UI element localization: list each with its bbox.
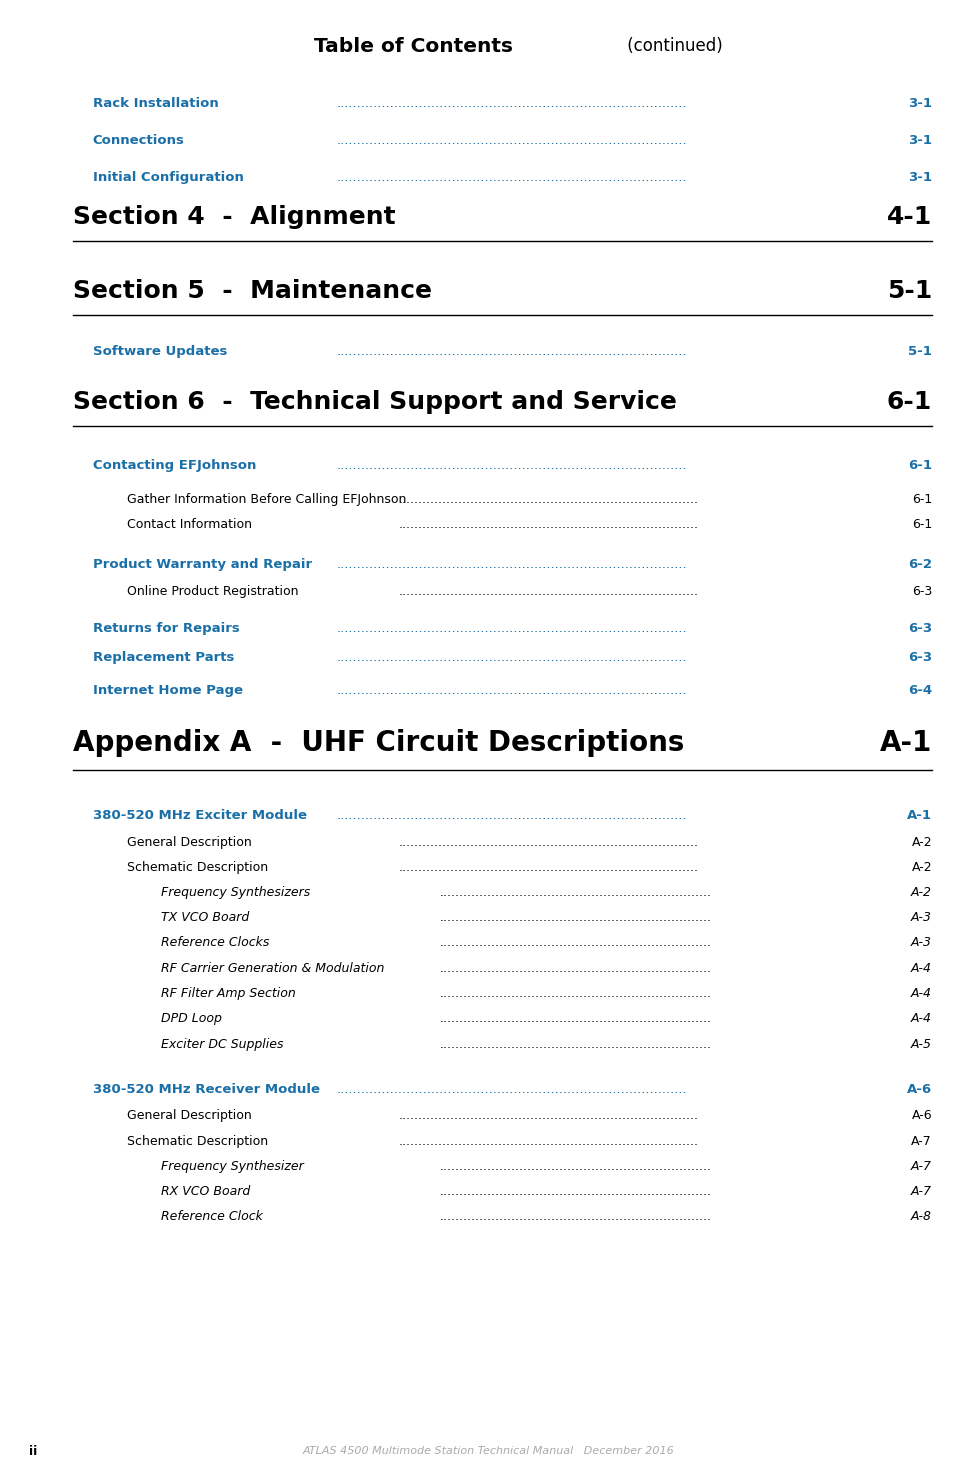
- Text: 380-520 MHz Exciter Module: 380-520 MHz Exciter Module: [93, 810, 306, 822]
- Text: ................................................................................: ........................................…: [337, 460, 688, 471]
- Text: 3-1: 3-1: [908, 134, 932, 146]
- Text: A-7: A-7: [912, 1135, 932, 1147]
- Text: Schematic Description: Schematic Description: [127, 862, 268, 873]
- Text: A-3: A-3: [911, 937, 932, 949]
- Text: Rack Installation: Rack Installation: [93, 98, 219, 109]
- Text: Internet Home Page: Internet Home Page: [93, 684, 243, 696]
- Text: ................................................................................: ........................................…: [337, 652, 688, 664]
- Text: Returns for Repairs: Returns for Repairs: [93, 622, 239, 634]
- Text: A-7: A-7: [911, 1160, 932, 1172]
- Text: Software Updates: Software Updates: [93, 346, 227, 358]
- Text: ...........................................................................: ........................................…: [399, 837, 699, 848]
- Text: 5-1: 5-1: [887, 279, 932, 303]
- Text: A-6: A-6: [912, 1110, 932, 1122]
- Text: Gather Information Before Calling EFJohnson: Gather Information Before Calling EFJohn…: [127, 494, 406, 505]
- Text: A-4: A-4: [911, 962, 932, 974]
- Text: ...........................................................................: ........................................…: [399, 862, 699, 873]
- Text: ....................................................................: ........................................…: [440, 962, 712, 974]
- Text: A-2: A-2: [911, 887, 932, 899]
- Text: ....................................................................: ........................................…: [440, 1039, 712, 1051]
- Text: A-1: A-1: [879, 729, 932, 757]
- Text: ................................................................................: ........................................…: [337, 1083, 688, 1095]
- Text: A-4: A-4: [911, 987, 932, 999]
- Text: Section 4  -  Alignment: Section 4 - Alignment: [73, 205, 396, 229]
- Text: RF Carrier Generation & Modulation: RF Carrier Generation & Modulation: [161, 962, 385, 974]
- Text: Contacting EFJohnson: Contacting EFJohnson: [93, 460, 256, 471]
- Text: 6-1: 6-1: [912, 494, 932, 505]
- Text: 3-1: 3-1: [908, 171, 932, 183]
- Text: ....................................................................: ........................................…: [440, 887, 712, 899]
- Text: 4-1: 4-1: [887, 205, 932, 229]
- Text: Table of Contents: Table of Contents: [314, 37, 513, 56]
- Text: ....................................................................: ........................................…: [440, 912, 712, 924]
- Text: 3-1: 3-1: [908, 98, 932, 109]
- Text: ....................................................................: ........................................…: [440, 1210, 712, 1222]
- Text: 6-1: 6-1: [908, 460, 932, 471]
- Text: RF Filter Amp Section: RF Filter Amp Section: [161, 987, 296, 999]
- Text: 6-3: 6-3: [908, 652, 932, 664]
- Text: ...........................................................................: ........................................…: [399, 585, 699, 597]
- Text: A-4: A-4: [911, 1012, 932, 1024]
- Text: TX VCO Board: TX VCO Board: [161, 912, 249, 924]
- Text: 6-4: 6-4: [908, 684, 932, 696]
- Text: General Description: General Description: [127, 837, 252, 848]
- Text: ii: ii: [29, 1445, 37, 1457]
- Text: 6-2: 6-2: [908, 559, 932, 571]
- Text: ....................................................................: ........................................…: [440, 987, 712, 999]
- Text: ...........................................................................: ........................................…: [399, 519, 699, 531]
- Text: ATLAS 4500 Multimode Station Technical Manual   December 2016: ATLAS 4500 Multimode Station Technical M…: [303, 1447, 673, 1456]
- Text: ................................................................................: ........................................…: [337, 134, 688, 146]
- Text: Schematic Description: Schematic Description: [127, 1135, 268, 1147]
- Text: ...........................................................................: ........................................…: [399, 1110, 699, 1122]
- Text: A-6: A-6: [907, 1083, 932, 1095]
- Text: RX VCO Board: RX VCO Board: [161, 1185, 250, 1197]
- Text: 6-3: 6-3: [908, 622, 932, 634]
- Text: A-5: A-5: [911, 1039, 932, 1051]
- Text: ................................................................................: ........................................…: [337, 559, 688, 571]
- Text: A-2: A-2: [912, 862, 932, 873]
- Text: Section 5  -  Maintenance: Section 5 - Maintenance: [73, 279, 432, 303]
- Text: Reference Clocks: Reference Clocks: [161, 937, 269, 949]
- Text: Exciter DC Supplies: Exciter DC Supplies: [161, 1039, 284, 1051]
- Text: Replacement Parts: Replacement Parts: [93, 652, 234, 664]
- Text: Reference Clock: Reference Clock: [161, 1210, 263, 1222]
- Text: Product Warranty and Repair: Product Warranty and Repair: [93, 559, 312, 571]
- Text: Initial Configuration: Initial Configuration: [93, 171, 244, 183]
- Text: ................................................................................: ........................................…: [337, 98, 688, 109]
- Text: (continued): (continued): [622, 37, 722, 55]
- Text: ................................................................................: ........................................…: [337, 346, 688, 358]
- Text: ................................................................................: ........................................…: [337, 622, 688, 634]
- Text: Section 6  -  Technical Support and Service: Section 6 - Technical Support and Servic…: [73, 390, 677, 414]
- Text: 6-1: 6-1: [887, 390, 932, 414]
- Text: DPD Loop: DPD Loop: [161, 1012, 222, 1024]
- Text: Online Product Registration: Online Product Registration: [127, 585, 299, 597]
- Text: ...........................................................................: ........................................…: [399, 494, 699, 505]
- Text: Contact Information: Contact Information: [127, 519, 252, 531]
- Text: A-3: A-3: [911, 912, 932, 924]
- Text: ....................................................................: ........................................…: [440, 1185, 712, 1197]
- Text: ................................................................................: ........................................…: [337, 684, 688, 696]
- Text: 6-1: 6-1: [912, 519, 932, 531]
- Text: 6-3: 6-3: [912, 585, 932, 597]
- Text: Connections: Connections: [93, 134, 184, 146]
- Text: 5-1: 5-1: [909, 346, 932, 358]
- Text: ....................................................................: ........................................…: [440, 1012, 712, 1024]
- Text: Frequency Synthesizer: Frequency Synthesizer: [161, 1160, 304, 1172]
- Text: ................................................................................: ........................................…: [337, 171, 688, 183]
- Text: ....................................................................: ........................................…: [440, 937, 712, 949]
- Text: ...........................................................................: ........................................…: [399, 1135, 699, 1147]
- Text: ....................................................................: ........................................…: [440, 1160, 712, 1172]
- Text: General Description: General Description: [127, 1110, 252, 1122]
- Text: Frequency Synthesizers: Frequency Synthesizers: [161, 887, 310, 899]
- Text: A-7: A-7: [911, 1185, 932, 1197]
- Text: 380-520 MHz Receiver Module: 380-520 MHz Receiver Module: [93, 1083, 320, 1095]
- Text: Appendix A  -  UHF Circuit Descriptions: Appendix A - UHF Circuit Descriptions: [73, 729, 684, 757]
- Text: A-1: A-1: [907, 810, 932, 822]
- Text: ................................................................................: ........................................…: [337, 810, 688, 822]
- Text: A-8: A-8: [911, 1210, 932, 1222]
- Text: A-2: A-2: [912, 837, 932, 848]
